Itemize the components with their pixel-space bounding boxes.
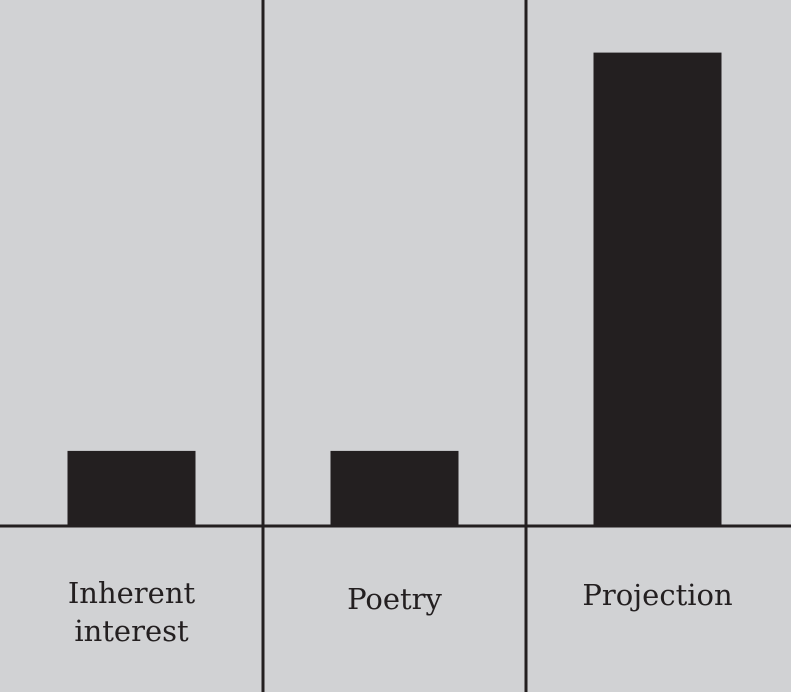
bar-3 — [593, 52, 722, 526]
bar-1 — [67, 450, 196, 526]
bar-2 — [330, 450, 459, 526]
labels-layer: Inherent interest Poetry Projection — [68, 576, 733, 648]
category-label-1: Inherent interest — [68, 576, 196, 648]
category-label-3: Projection — [582, 578, 732, 612]
bars-layer — [67, 52, 722, 526]
category-label-2: Poetry — [347, 582, 442, 616]
